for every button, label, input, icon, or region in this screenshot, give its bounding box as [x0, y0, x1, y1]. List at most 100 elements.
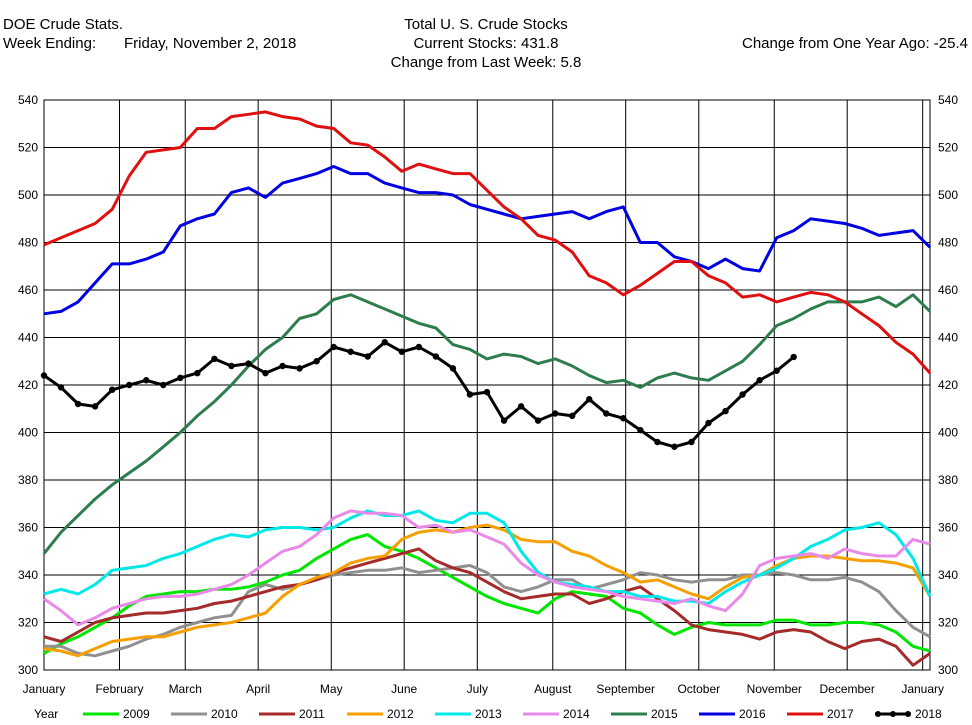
data-point-2018 — [313, 358, 320, 365]
data-point-2018 — [722, 407, 729, 415]
chart-legend: Year 2009 2010 2011 2012 2013 2014 2015 2016 2017… — [34, 707, 942, 721]
y-tick-label-left: 540 — [18, 93, 38, 107]
chart-title: Total U. S. Crude Stocks — [404, 16, 568, 33]
y-tick-label-right: 380 — [938, 473, 958, 487]
data-point-2018 — [108, 386, 116, 393]
series-line-2014 — [43, 509, 931, 627]
y-tick-label-right: 420 — [938, 378, 958, 392]
y-tick-label-right: 320 — [938, 616, 958, 630]
legend-marker-2018 — [890, 711, 896, 717]
y-tick-label-right: 300 — [938, 663, 958, 677]
y-tick-label-right: 520 — [938, 141, 958, 155]
series-line-2015 — [42, 293, 932, 555]
data-point-2018 — [756, 377, 763, 384]
data-point-2018 — [739, 391, 746, 398]
current-stocks: Current Stocks: 431.8 — [413, 35, 559, 52]
data-point-2018 — [773, 367, 780, 374]
series-line-2018 — [43, 340, 795, 449]
data-point-2018 — [568, 412, 576, 420]
legend-label-2013: 2013 — [475, 707, 502, 721]
chart-series — [40, 110, 932, 667]
x-tick-label: February — [95, 682, 143, 696]
y-tick-label-left: 480 — [18, 236, 38, 250]
legend-label-2012: 2012 — [387, 707, 414, 721]
y-tick-label-right: 440 — [938, 331, 958, 345]
chart-axes: 300 300 320 320 340 340 360 360 380 380 400 400 420 4… — [18, 93, 958, 696]
y-tick-label-left: 340 — [18, 568, 38, 582]
x-tick-label: October — [677, 682, 720, 696]
data-point-2018 — [705, 419, 712, 427]
data-point-2018 — [620, 415, 627, 422]
week-ending-value: Friday, November 2, 2018 — [124, 35, 297, 52]
source-label: DOE Crude Stats. — [3, 16, 124, 33]
data-point-2018 — [432, 353, 440, 360]
data-point-2018 — [586, 396, 593, 403]
data-point-2018 — [466, 391, 474, 398]
data-point-2018 — [688, 438, 695, 446]
chart-grid — [43, 99, 930, 671]
week-ending: Week Ending: Friday, November 2, 2018 — [3, 34, 296, 53]
series-line-2017 — [43, 110, 932, 375]
y-tick-label-left: 520 — [18, 141, 38, 155]
y-tick-label-right: 360 — [938, 521, 958, 535]
y-tick-label-left: 320 — [18, 616, 38, 630]
change-from-last-week: Change from Last Week: 5.8 — [390, 54, 582, 71]
series-line-2013 — [43, 509, 932, 605]
legend-label-2010: 2010 — [211, 707, 238, 721]
series-line-2010 — [44, 564, 931, 658]
data-point-2018 — [57, 384, 65, 391]
data-point-2018 — [790, 353, 797, 361]
y-tick-label-left: 460 — [18, 283, 38, 297]
data-point-2018 — [517, 403, 525, 410]
legend-label-2017: 2017 — [827, 707, 854, 721]
data-point-2018 — [194, 369, 201, 377]
y-tick-label-right: 340 — [938, 568, 958, 582]
x-tick-label: March — [169, 682, 202, 696]
data-point-2018 — [40, 372, 48, 379]
plot-frame — [43, 99, 931, 671]
data-point-2018 — [449, 365, 457, 372]
data-point-2018 — [245, 360, 252, 367]
data-point-2018 — [500, 417, 508, 424]
data-point-2018 — [603, 410, 610, 417]
y-tick-label-right: 540 — [938, 93, 958, 107]
data-point-2018 — [483, 388, 491, 396]
y-tick-label-left: 500 — [18, 188, 38, 202]
x-tick-label: September — [596, 682, 655, 696]
data-point-2018 — [211, 355, 218, 363]
data-point-2018 — [637, 426, 644, 434]
data-point-2018 — [347, 348, 354, 355]
change-from-one-year-ago: Change from One Year Ago: -25.4 — [742, 35, 968, 52]
legend-label-2011: 2011 — [299, 707, 325, 721]
y-tick-label-right: 500 — [938, 188, 958, 202]
x-tick-label: April — [246, 682, 270, 696]
legend-label-2009: 2009 — [123, 707, 150, 721]
y-tick-label-right: 400 — [938, 426, 958, 440]
header-left: DOE Crude Stats. Week Ending: Friday, Nov… — [3, 15, 296, 53]
x-tick-label: January — [901, 682, 944, 696]
data-point-2018 — [296, 365, 303, 372]
header-center: Total U. S. Crude Stocks Current Stocks:… — [340, 15, 632, 72]
series-line-2009 — [43, 533, 931, 655]
data-point-2018 — [398, 348, 406, 355]
data-point-2018 — [160, 381, 167, 389]
y-tick-label-left: 300 — [18, 663, 38, 677]
legend-marker-2018 — [875, 711, 881, 717]
series-line-2012 — [43, 523, 932, 658]
data-point-2018 — [262, 369, 269, 377]
y-tick-label-right: 480 — [938, 236, 958, 250]
legend-title: Year — [34, 707, 58, 721]
data-point-2018 — [671, 443, 678, 450]
legend-label-2014: 2014 — [563, 707, 590, 721]
x-tick-label: June — [391, 682, 417, 696]
x-tick-label: July — [467, 682, 488, 696]
y-tick-label-left: 380 — [18, 473, 38, 487]
legend-label-2016: 2016 — [739, 707, 766, 721]
data-point-2018 — [534, 417, 542, 424]
x-tick-label: November — [747, 682, 802, 696]
x-tick-label: December — [820, 682, 875, 696]
data-point-2018 — [125, 381, 133, 389]
data-point-2018 — [654, 438, 661, 446]
legend-label-2015: 2015 — [651, 707, 678, 721]
